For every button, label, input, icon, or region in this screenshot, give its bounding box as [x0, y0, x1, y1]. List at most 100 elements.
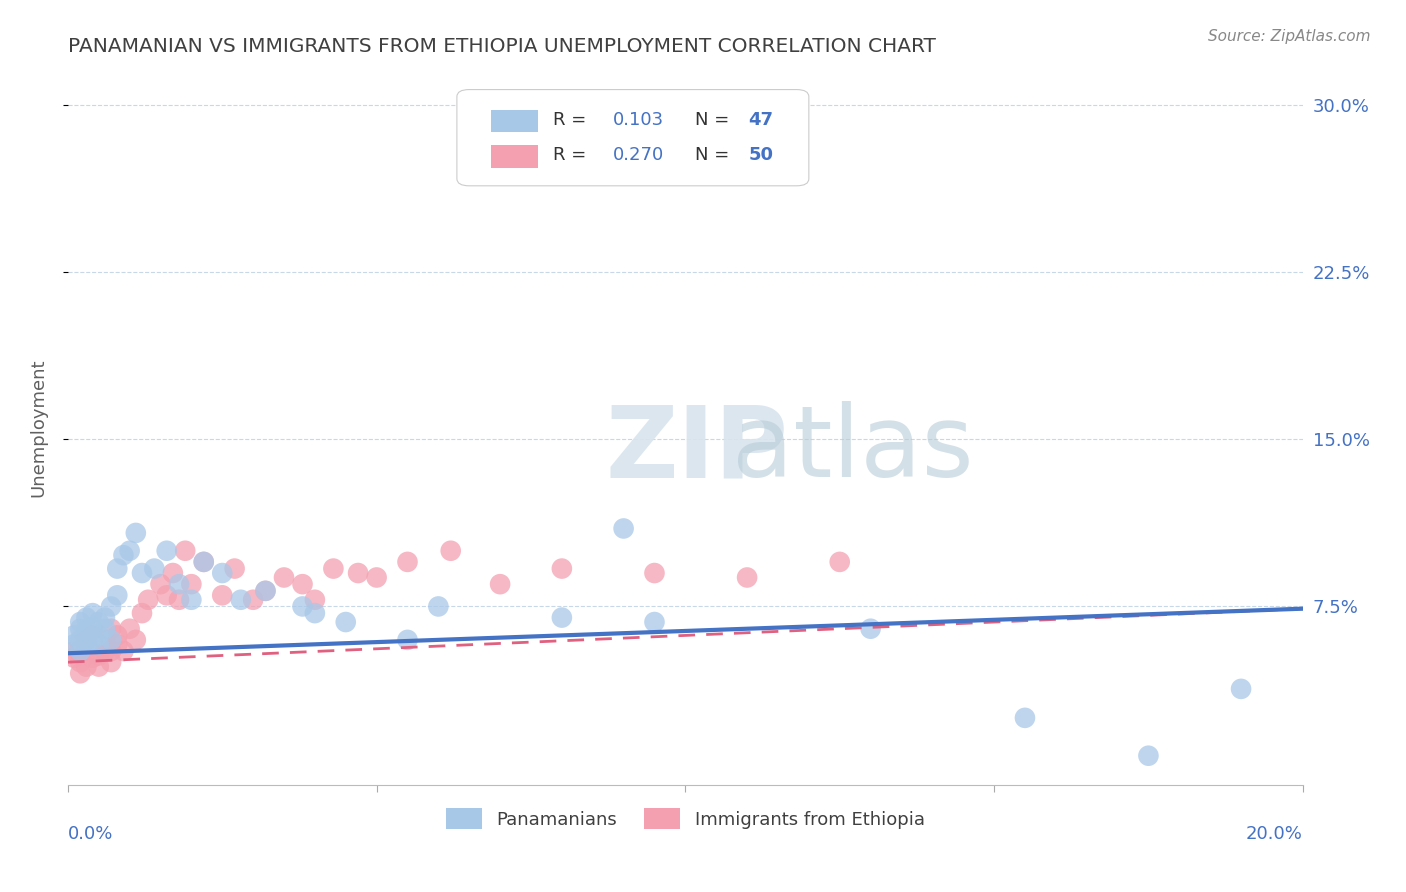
- FancyBboxPatch shape: [492, 110, 538, 132]
- Text: Source: ZipAtlas.com: Source: ZipAtlas.com: [1208, 29, 1371, 44]
- Point: [100, 644, 122, 658]
- Point: [82, 632, 104, 647]
- Point: [180, 577, 202, 591]
- Point: [304, 592, 326, 607]
- Point: [63, 628, 86, 642]
- Point: [1137, 748, 1160, 763]
- Point: [69, 622, 91, 636]
- Point: [87, 637, 110, 651]
- Point: [643, 566, 665, 580]
- Point: [859, 622, 882, 636]
- Point: [69, 655, 91, 669]
- Point: [75, 659, 97, 673]
- Text: atlas: atlas: [605, 401, 974, 498]
- Point: [94, 632, 117, 647]
- Point: [167, 577, 190, 591]
- Point: [551, 561, 574, 575]
- Point: [254, 583, 277, 598]
- Point: [69, 632, 91, 647]
- Point: [105, 637, 128, 651]
- Point: [100, 622, 122, 636]
- Point: [100, 599, 122, 614]
- Point: [427, 599, 450, 614]
- Point: [273, 570, 295, 584]
- Point: [613, 521, 636, 535]
- Point: [735, 570, 758, 584]
- Point: [125, 525, 148, 540]
- Point: [149, 577, 172, 591]
- Point: [105, 561, 128, 575]
- Text: 0.103: 0.103: [613, 111, 664, 128]
- Point: [75, 622, 97, 636]
- Point: [82, 628, 104, 642]
- Point: [63, 650, 86, 665]
- Point: [180, 592, 202, 607]
- Point: [211, 588, 233, 602]
- Point: [304, 606, 326, 620]
- Point: [100, 632, 122, 647]
- Point: [193, 555, 215, 569]
- Point: [156, 543, 179, 558]
- Text: 47: 47: [748, 111, 773, 128]
- Point: [366, 570, 388, 584]
- Point: [156, 588, 179, 602]
- Text: 50: 50: [748, 146, 773, 164]
- Point: [347, 566, 370, 580]
- Point: [69, 615, 91, 629]
- Point: [87, 615, 110, 629]
- Point: [162, 566, 184, 580]
- Point: [136, 592, 159, 607]
- Point: [94, 610, 117, 624]
- Point: [75, 610, 97, 624]
- Point: [551, 610, 574, 624]
- Text: R =: R =: [553, 111, 592, 128]
- Point: [82, 637, 104, 651]
- FancyBboxPatch shape: [492, 145, 538, 168]
- Point: [125, 632, 148, 647]
- Point: [112, 644, 135, 658]
- Point: [229, 592, 252, 607]
- Point: [100, 655, 122, 669]
- Point: [63, 644, 86, 658]
- Text: N =: N =: [695, 111, 735, 128]
- Point: [75, 626, 97, 640]
- Point: [75, 637, 97, 651]
- Point: [322, 561, 344, 575]
- Point: [94, 644, 117, 658]
- Point: [75, 644, 97, 658]
- Point: [143, 561, 166, 575]
- Legend: Panamanians, Immigrants from Ethiopia: Panamanians, Immigrants from Ethiopia: [439, 801, 932, 837]
- Y-axis label: Unemployment: Unemployment: [30, 359, 46, 498]
- Text: R =: R =: [553, 146, 592, 164]
- Point: [242, 592, 264, 607]
- Point: [112, 548, 135, 562]
- Point: [82, 650, 104, 665]
- Point: [118, 622, 141, 636]
- Point: [131, 606, 153, 620]
- Point: [335, 615, 357, 629]
- Point: [643, 615, 665, 629]
- Point: [1230, 681, 1253, 696]
- Text: N =: N =: [695, 146, 735, 164]
- Point: [87, 637, 110, 651]
- Point: [291, 577, 314, 591]
- Point: [211, 566, 233, 580]
- Point: [63, 637, 86, 651]
- Point: [174, 543, 197, 558]
- Point: [440, 543, 463, 558]
- Point: [82, 606, 104, 620]
- Point: [396, 555, 419, 569]
- Text: 0.0%: 0.0%: [67, 825, 114, 843]
- Point: [87, 659, 110, 673]
- Point: [69, 637, 91, 651]
- Point: [291, 599, 314, 614]
- Point: [396, 632, 419, 647]
- Point: [94, 622, 117, 636]
- Point: [105, 628, 128, 642]
- Point: [87, 628, 110, 642]
- FancyBboxPatch shape: [457, 89, 808, 186]
- Text: ZIP: ZIP: [605, 401, 787, 498]
- Point: [828, 555, 851, 569]
- Point: [131, 566, 153, 580]
- Point: [75, 632, 97, 647]
